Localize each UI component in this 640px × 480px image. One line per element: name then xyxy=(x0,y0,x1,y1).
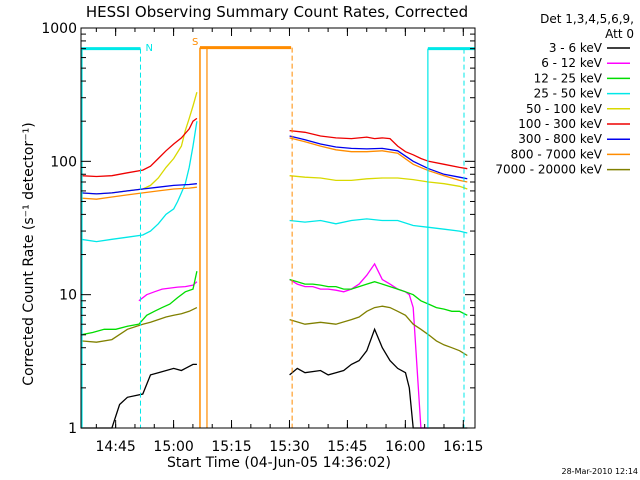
series-line-4 xyxy=(80,92,468,195)
x-tick-label-1: 15:00 xyxy=(153,439,193,455)
legend-label-1: 6 - 12 keV xyxy=(541,56,603,70)
legend-label-8: 7000 - 20000 keV xyxy=(495,163,602,177)
series-line-2 xyxy=(80,271,468,336)
series-line-7 xyxy=(80,137,468,200)
series-line-5 xyxy=(80,117,468,178)
y-tick-label-0: 1 xyxy=(68,421,77,437)
footer-date: 28-Mar-2010 12:14 xyxy=(562,467,639,476)
x-tick-label-0: 14:45 xyxy=(95,439,135,455)
legend-label-5: 100 - 300 keV xyxy=(518,117,602,131)
y-tick-label-3: 1000 xyxy=(41,21,77,37)
series-line-6 xyxy=(80,135,468,195)
plot-lines xyxy=(80,92,468,429)
x-axis-label: Start Time (04-Jun-05 14:36:02) xyxy=(167,455,391,471)
orbit-markers: NS xyxy=(81,37,475,428)
legend-label-6: 300 - 800 keV xyxy=(518,132,602,146)
series-line-3 xyxy=(80,121,468,243)
axis-ticks: 14:45 15:00 15:15 15:30 15:45 16:00 16:15 1 10 10… xyxy=(41,21,483,455)
x-tick-label-5: 16:00 xyxy=(385,439,425,455)
series-line-8 xyxy=(80,305,468,357)
x-tick-label-3: 15:30 xyxy=(269,439,309,455)
y-tick-label-1: 10 xyxy=(59,288,77,304)
saa-label: S xyxy=(192,37,198,48)
chart-title: HESSI Observing Summary Count Rates, Cor… xyxy=(86,3,468,21)
plot-frame xyxy=(80,27,476,429)
legend-label-4: 50 - 100 keV xyxy=(526,102,603,116)
legend-label-3: 25 - 50 keV xyxy=(534,87,603,101)
series-line-1 xyxy=(138,262,429,429)
y-tick-label-2: 100 xyxy=(50,154,77,170)
legend-header-line-1: Det 1,3,4,5,6,9, xyxy=(540,12,634,26)
x-tick-label-4: 15:45 xyxy=(327,439,367,455)
legend-label-0: 3 - 6 keV xyxy=(549,41,603,55)
night-label: N xyxy=(145,43,152,54)
legend-header-line-2: Att 0 xyxy=(605,27,634,41)
legend-label-7: 800 - 7000 keV xyxy=(511,147,603,161)
legend-label-2: 12 - 25 keV xyxy=(534,71,603,85)
x-tick-label-2: 15:15 xyxy=(211,439,251,455)
y-axis-label: Corrected Count Rate (s⁻¹ detector⁻¹) xyxy=(21,122,37,385)
series-line-0 xyxy=(81,327,468,429)
x-tick-label-6: 16:15 xyxy=(443,439,483,455)
